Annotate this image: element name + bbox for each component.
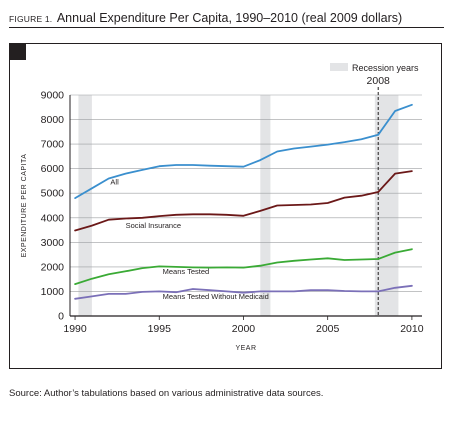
panel-corner-mark [9, 43, 26, 60]
legend-recession-label: Recession years [352, 63, 419, 73]
series-annotation-all: All [110, 178, 119, 187]
recession-band-1 [260, 95, 271, 316]
series-annotation-social-insurance: Social Insurance [126, 221, 181, 230]
series-line-all [74, 103, 413, 200]
x-tick-label-1995: 1995 [148, 323, 172, 335]
y-tick-label-7000: 7000 [41, 139, 65, 151]
y-tick-label-6000: 6000 [41, 163, 65, 175]
series-line-social-insurance [74, 170, 413, 232]
recession-band-0 [78, 95, 92, 316]
marker-label-2008: 2008 [367, 75, 391, 87]
series-annotation-means-tested-without-medicaid: Means Tested Without Medicaid [163, 292, 269, 301]
chart-panel [9, 43, 442, 369]
y-tick-label-1000: 1000 [41, 286, 65, 298]
x-tick-label-2000: 2000 [232, 323, 256, 335]
x-tick-label-2010: 2010 [400, 323, 424, 335]
x-tick-label-2005: 2005 [316, 323, 340, 335]
y-tick-label-9000: 9000 [41, 90, 65, 102]
series-line-means-tested [74, 248, 413, 286]
series-line-means-tested-without-medicaid [74, 284, 413, 300]
figure-label: FIGURE 1. [9, 14, 53, 24]
y-axis-title: EXPENDITURE PER CAPITA [21, 154, 28, 258]
x-tick-label-1990: 1990 [63, 323, 87, 335]
title-rule [9, 27, 444, 28]
figure-title: FIGURE 1. Annual Expenditure Per Capita,… [9, 9, 402, 27]
y-tick-label-3000: 3000 [41, 237, 65, 249]
recession-band-2 [374, 95, 399, 316]
y-tick-label-2000: 2000 [41, 261, 65, 273]
figure-title-text: Annual Expenditure Per Capita, 1990–2010… [56, 11, 403, 25]
legend-recession-swatch [330, 63, 348, 71]
y-tick-label-8000: 8000 [41, 114, 65, 126]
y-tick-label-5000: 5000 [41, 188, 65, 200]
series-annotation-means-tested: Means Tested [163, 267, 210, 276]
y-tick-label-0: 0 [58, 311, 64, 323]
y-tick-label-4000: 4000 [41, 212, 65, 224]
source-note: Source: Author’s tabulations based on va… [9, 388, 324, 399]
x-axis-title: YEAR [235, 345, 256, 352]
